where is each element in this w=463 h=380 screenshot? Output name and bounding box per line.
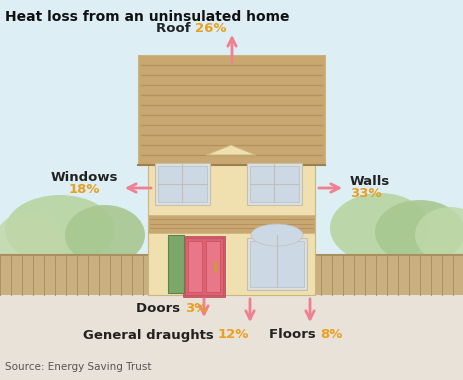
Text: Walls: Walls: [349, 176, 389, 188]
Bar: [246, 238, 307, 290]
Text: Roof: Roof: [156, 22, 194, 35]
Polygon shape: [206, 145, 256, 155]
Bar: [155, 163, 210, 205]
Text: Floors: Floors: [268, 328, 319, 342]
Ellipse shape: [250, 224, 302, 246]
Text: 12%: 12%: [218, 328, 249, 342]
Text: 8%: 8%: [319, 328, 342, 342]
Bar: [182, 236, 225, 297]
Bar: [250, 241, 303, 287]
Text: General draughts: General draughts: [82, 328, 218, 342]
Ellipse shape: [414, 207, 463, 263]
Bar: [0, 295, 463, 380]
Text: Doors: Doors: [136, 301, 185, 315]
Text: Windows: Windows: [50, 171, 118, 185]
Text: 3%: 3%: [185, 301, 207, 315]
Bar: [188, 241, 201, 292]
Bar: [246, 163, 301, 205]
Text: 18%: 18%: [69, 184, 100, 196]
Bar: [158, 166, 206, 202]
Ellipse shape: [329, 193, 429, 263]
Text: Heat loss from an uninsulated home: Heat loss from an uninsulated home: [5, 10, 289, 24]
Text: 33%: 33%: [349, 187, 381, 201]
Ellipse shape: [65, 205, 144, 265]
Bar: [148, 155, 314, 295]
Bar: [185, 238, 223, 295]
Bar: [250, 166, 298, 202]
Text: 26%: 26%: [194, 22, 226, 35]
Ellipse shape: [0, 212, 65, 268]
Text: Source: Energy Saving Trust: Source: Energy Saving Trust: [5, 362, 151, 372]
Bar: [168, 235, 184, 293]
Ellipse shape: [374, 200, 463, 264]
Bar: [0, 255, 148, 295]
Ellipse shape: [5, 195, 115, 265]
Bar: [309, 255, 463, 295]
Bar: [206, 241, 219, 292]
Bar: [138, 55, 324, 165]
Bar: [148, 215, 314, 233]
